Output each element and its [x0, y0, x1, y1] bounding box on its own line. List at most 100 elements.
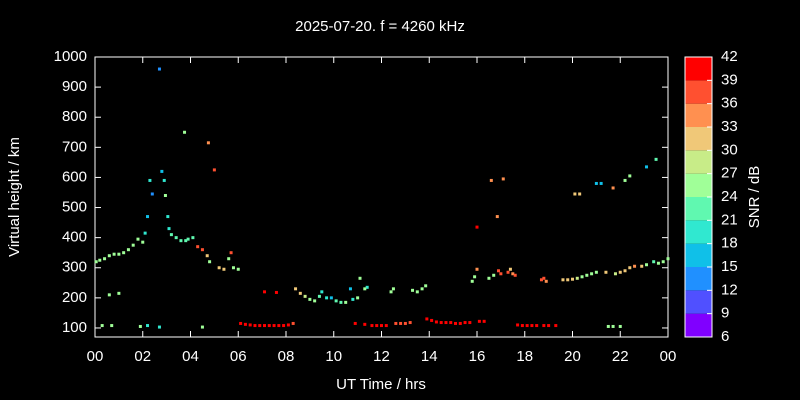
y-tick-label: 900	[62, 78, 87, 95]
data-point	[566, 278, 570, 282]
data-point	[162, 178, 166, 182]
data-point	[167, 227, 171, 231]
data-point	[339, 300, 343, 304]
data-point	[267, 324, 271, 328]
data-point	[298, 291, 302, 295]
data-point	[126, 248, 130, 252]
colorbar-band	[685, 290, 712, 314]
data-point	[585, 273, 589, 277]
y-tick-label: 800	[62, 108, 87, 125]
data-point	[623, 178, 627, 182]
data-point	[475, 225, 479, 229]
data-point	[599, 181, 603, 185]
data-point	[263, 290, 267, 294]
data-point	[107, 254, 111, 258]
data-point	[482, 319, 486, 323]
data-point	[571, 277, 574, 281]
data-point	[200, 248, 204, 252]
x-tick-label: 00	[87, 348, 104, 365]
data-point	[329, 296, 333, 300]
x-tick-label: 18	[516, 348, 533, 365]
data-point	[166, 215, 170, 219]
colorbar-band	[685, 80, 712, 104]
data-point	[542, 276, 546, 280]
colorbar-band	[685, 243, 712, 267]
data-point	[348, 287, 352, 291]
data-point	[399, 321, 403, 325]
colorbar-tick-label: 30	[721, 141, 738, 158]
data-point	[425, 317, 429, 321]
data-point	[520, 324, 524, 328]
data-point	[554, 324, 558, 328]
data-point	[604, 270, 608, 274]
colorbar-band	[685, 267, 712, 291]
data-point	[475, 267, 479, 271]
data-point	[169, 233, 173, 237]
data-point	[468, 321, 472, 325]
data-point	[594, 270, 598, 274]
data-point	[511, 272, 515, 276]
data-point	[363, 322, 367, 326]
data-point	[117, 291, 121, 295]
colorbar-band	[685, 150, 712, 174]
data-point	[594, 181, 598, 185]
data-point	[530, 324, 534, 328]
data-point	[508, 267, 512, 271]
data-point	[473, 275, 477, 279]
data-point	[103, 257, 107, 261]
colorbar-band	[685, 103, 712, 127]
data-point	[654, 157, 658, 161]
plot-frame	[94, 56, 669, 338]
colorbar-band	[685, 220, 712, 244]
y-tick-label: 400	[62, 229, 87, 246]
y-axis-label: Virtual height / km	[6, 137, 23, 257]
data-point	[146, 215, 150, 219]
data-point	[248, 323, 252, 327]
data-point	[143, 231, 147, 235]
x-axis-label: UT Time / hrs	[336, 376, 426, 393]
colorbar-band	[685, 173, 712, 197]
data-point	[652, 260, 656, 264]
y-tick-label: 1000	[54, 48, 87, 65]
x-tick-label: 22	[612, 348, 629, 365]
data-point	[325, 296, 329, 300]
data-point	[544, 279, 548, 283]
data-point	[186, 237, 190, 241]
data-point	[117, 252, 121, 256]
data-point	[645, 165, 649, 169]
data-point	[506, 270, 510, 274]
data-point	[578, 192, 582, 196]
data-point	[208, 260, 212, 264]
data-point	[547, 324, 551, 328]
colorbar-tick-label: 27	[721, 165, 738, 182]
x-tick-label: 14	[421, 348, 438, 365]
data-point	[623, 269, 627, 273]
data-point	[100, 324, 104, 328]
data-point	[243, 322, 247, 326]
data-point	[611, 324, 615, 328]
data-point	[434, 320, 438, 324]
data-point	[146, 324, 150, 328]
data-point	[141, 240, 145, 244]
data-point	[499, 272, 503, 276]
y-tick-label: 700	[62, 138, 87, 155]
data-point	[661, 260, 665, 264]
data-point	[394, 321, 398, 325]
data-point	[573, 192, 577, 196]
data-point	[239, 321, 243, 325]
data-point	[561, 278, 565, 282]
data-point	[131, 243, 135, 247]
data-point	[640, 264, 644, 268]
data-point	[122, 251, 126, 255]
data-point	[107, 293, 111, 297]
data-point	[628, 266, 632, 270]
data-point	[148, 178, 152, 182]
data-point	[282, 324, 286, 328]
data-point	[408, 321, 412, 325]
data-point	[487, 276, 491, 280]
data-point	[351, 297, 355, 301]
data-point	[380, 324, 383, 328]
data-point	[200, 325, 204, 329]
data-point	[363, 287, 367, 291]
